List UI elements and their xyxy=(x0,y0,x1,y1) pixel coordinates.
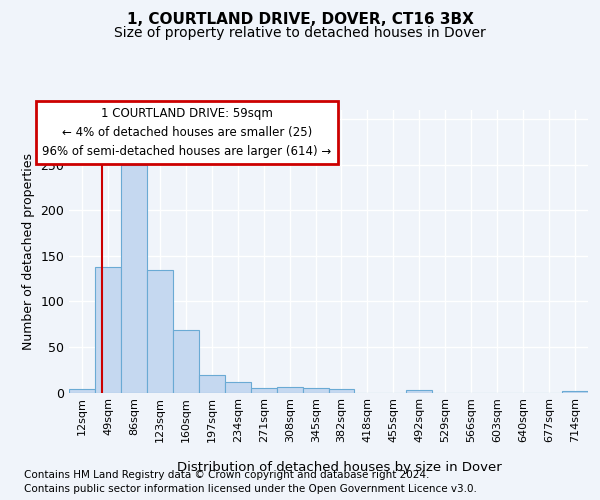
Bar xyxy=(251,388,277,392)
Text: Size of property relative to detached houses in Dover: Size of property relative to detached ho… xyxy=(114,26,486,40)
Text: Distribution of detached houses by size in Dover: Distribution of detached houses by size … xyxy=(176,461,502,474)
Bar xyxy=(277,387,303,392)
Bar xyxy=(199,375,225,392)
Bar xyxy=(329,389,354,392)
Text: Contains HM Land Registry data © Crown copyright and database right 2024.: Contains HM Land Registry data © Crown c… xyxy=(24,470,430,480)
Bar xyxy=(121,164,147,392)
Text: 1, COURTLAND DRIVE, DOVER, CT16 3BX: 1, COURTLAND DRIVE, DOVER, CT16 3BX xyxy=(127,12,473,28)
Bar xyxy=(69,389,95,392)
Y-axis label: Number of detached properties: Number of detached properties xyxy=(22,153,35,350)
Bar xyxy=(562,390,588,392)
Bar xyxy=(303,388,329,392)
Bar xyxy=(95,266,121,392)
Text: Contains public sector information licensed under the Open Government Licence v3: Contains public sector information licen… xyxy=(24,484,477,494)
Bar xyxy=(406,390,432,392)
Text: 1 COURTLAND DRIVE: 59sqm
← 4% of detached houses are smaller (25)
96% of semi-de: 1 COURTLAND DRIVE: 59sqm ← 4% of detache… xyxy=(43,108,332,158)
Bar xyxy=(225,382,251,392)
Bar xyxy=(147,270,173,392)
Bar xyxy=(173,330,199,392)
